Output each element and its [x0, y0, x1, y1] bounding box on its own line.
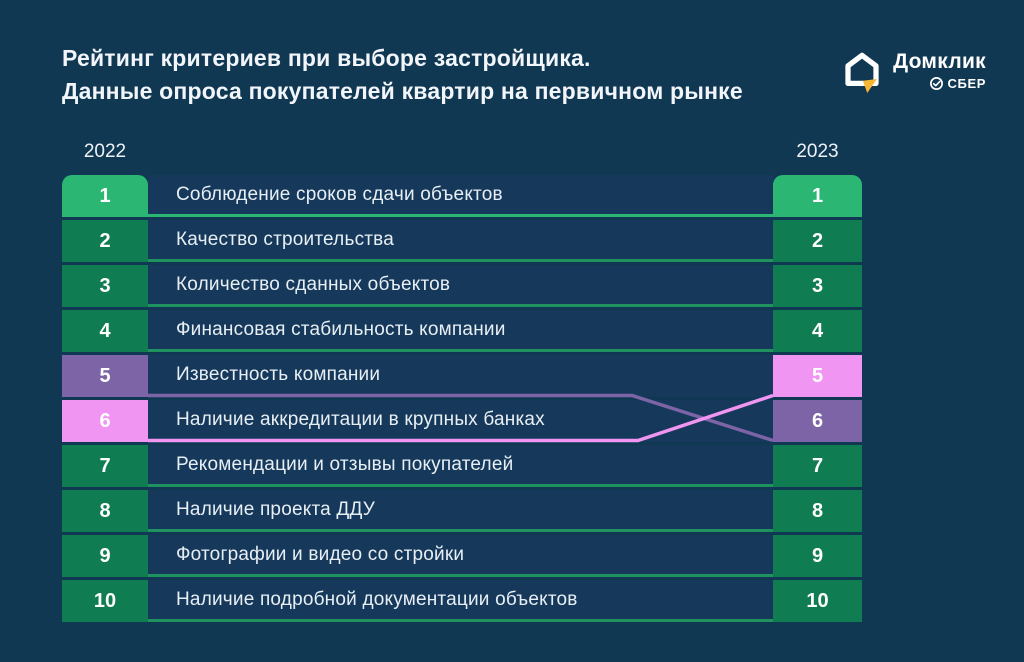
- criterion-box: Фотографии и видео со стройки: [148, 535, 773, 577]
- ranking-row: 1 Соблюдение сроков сдачи объектов 1: [62, 175, 862, 217]
- rank-2022-number: 4: [99, 319, 111, 342]
- rank-badge-2022: 9: [62, 535, 148, 577]
- criterion-box: Наличие аккредитации в крупных банках: [148, 400, 773, 442]
- rank-2023-number: 10: [806, 589, 829, 612]
- rank-badge-2022: 7: [62, 445, 148, 487]
- rank-badge-2023: 5: [773, 355, 862, 397]
- ranking-row: 4 Финансовая стабильность компании 4: [62, 310, 862, 352]
- criterion-label: Финансовая стабильность компании: [176, 318, 506, 340]
- rank-2022-number: 8: [99, 499, 111, 522]
- rank-badge-2023: 8: [773, 490, 862, 532]
- criterion-box: Финансовая стабильность компании: [148, 310, 773, 352]
- rank-badge-2023: 7: [773, 445, 862, 487]
- rank-2022-number: 9: [99, 544, 111, 567]
- rank-2022-number: 2: [99, 229, 111, 252]
- rank-2023-number: 5: [811, 364, 824, 387]
- rank-2022-number: 3: [99, 274, 111, 297]
- column-year-2023: 2023: [796, 141, 839, 162]
- rank-badge-2023: 6: [773, 400, 862, 442]
- column-year-2022: 2022: [83, 141, 127, 162]
- domclick-logo: Домклик СБЕР: [841, 50, 986, 94]
- ranking-row: 10 Наличие подробной документации объект…: [62, 580, 862, 622]
- rank-2023-number: 1: [811, 184, 824, 207]
- domclick-house-icon: [845, 52, 879, 93]
- criterion-label: Известность компании: [176, 363, 381, 385]
- criterion-box: Наличие проекта ДДУ: [148, 490, 773, 532]
- rank-2022-number: 7: [99, 454, 111, 477]
- rank-badge-2022: 8: [62, 490, 148, 532]
- rank-badge-2023: 9: [773, 535, 862, 577]
- title-line-1: Рейтинг критериев при выборе застройщика…: [62, 45, 591, 71]
- criterion-label: Наличие аккредитации в крупных банках: [176, 408, 545, 430]
- rank-2022-number: 10: [93, 589, 117, 612]
- rank-2023-number: 7: [811, 454, 824, 477]
- rank-badge-2022: 10: [62, 580, 148, 622]
- ranking-row: 5 Известность компании 5: [62, 355, 862, 397]
- rank-badge-2023: 1: [773, 175, 862, 217]
- ranking-row: 6 Наличие аккредитации в крупных банках …: [62, 400, 862, 442]
- criterion-label: Рекомендации и отзывы покупателей: [176, 453, 514, 475]
- rank-badge-2023: 3: [773, 265, 862, 307]
- brand-name: Домклик: [893, 50, 986, 73]
- logo-text: Домклик СБЕР: [893, 50, 986, 91]
- title-line-2: Данные опроса покупателей квартир на пер…: [62, 78, 743, 104]
- criterion-label: Соблюдение сроков сдачи объектов: [176, 183, 503, 205]
- ranking-row: 9 Фотографии и видео со стройки 9: [62, 535, 862, 577]
- rank-badge-2022: 5: [62, 355, 148, 397]
- rank-badge-2023: 4: [773, 310, 862, 352]
- rank-badge-2022: 2: [62, 220, 148, 262]
- criterion-label: Наличие проекта ДДУ: [176, 498, 376, 520]
- rank-2023-number: 2: [811, 229, 824, 252]
- rank-badge-2022: 4: [62, 310, 148, 352]
- criterion-box: Соблюдение сроков сдачи объектов: [148, 175, 773, 217]
- criterion-label: Наличие подробной документации объектов: [176, 588, 578, 610]
- criterion-box: Известность компании: [148, 355, 773, 397]
- page-title: Рейтинг критериев при выборе застройщика…: [62, 42, 743, 108]
- rank-2023-number: 8: [811, 499, 824, 522]
- rank-2022-number: 5: [99, 364, 111, 387]
- criterion-label: Фотографии и видео со стройки: [176, 543, 465, 565]
- sber-label: СБЕР: [947, 76, 986, 91]
- criterion-box: Рекомендации и отзывы покупателей: [148, 445, 773, 487]
- rank-2023-number: 4: [811, 319, 824, 342]
- header: Рейтинг критериев при выборе застройщика…: [62, 42, 986, 108]
- ranking-row: 3 Количество сданных объектов 3: [62, 265, 862, 307]
- criterion-label: Количество сданных объектов: [176, 273, 451, 295]
- rank-badge-2022: 1: [62, 175, 148, 217]
- rank-2023-number: 3: [811, 274, 824, 297]
- rank-badge-2023: 10: [773, 580, 862, 622]
- rank-2023-number: 9: [811, 544, 824, 567]
- rank-badge-2022: 6: [62, 400, 148, 442]
- sber-check-icon: [929, 77, 943, 90]
- criterion-box: Наличие подробной документации объектов: [148, 580, 773, 622]
- sber-brand: СБЕР: [929, 76, 986, 91]
- rank-2022-number: 6: [99, 409, 111, 432]
- rank-2023-number: 6: [811, 409, 824, 432]
- criterion-box: Количество сданных объектов: [148, 265, 773, 307]
- ranking-row: 2 Качество строительства 2: [62, 220, 862, 262]
- criterion-box: Качество строительства: [148, 220, 773, 262]
- rank-badge-2022: 3: [62, 265, 148, 307]
- ranking-row: 8 Наличие проекта ДДУ 8: [62, 490, 862, 532]
- rank-2022-number: 1: [99, 184, 111, 207]
- ranking-chart: 1 Соблюдение сроков сдачи объектов 1 2 К…: [62, 175, 862, 625]
- rank-badge-2023: 2: [773, 220, 862, 262]
- criterion-label: Качество строительства: [176, 228, 395, 250]
- ranking-row: 7 Рекомендации и отзывы покупателей 7: [62, 445, 862, 487]
